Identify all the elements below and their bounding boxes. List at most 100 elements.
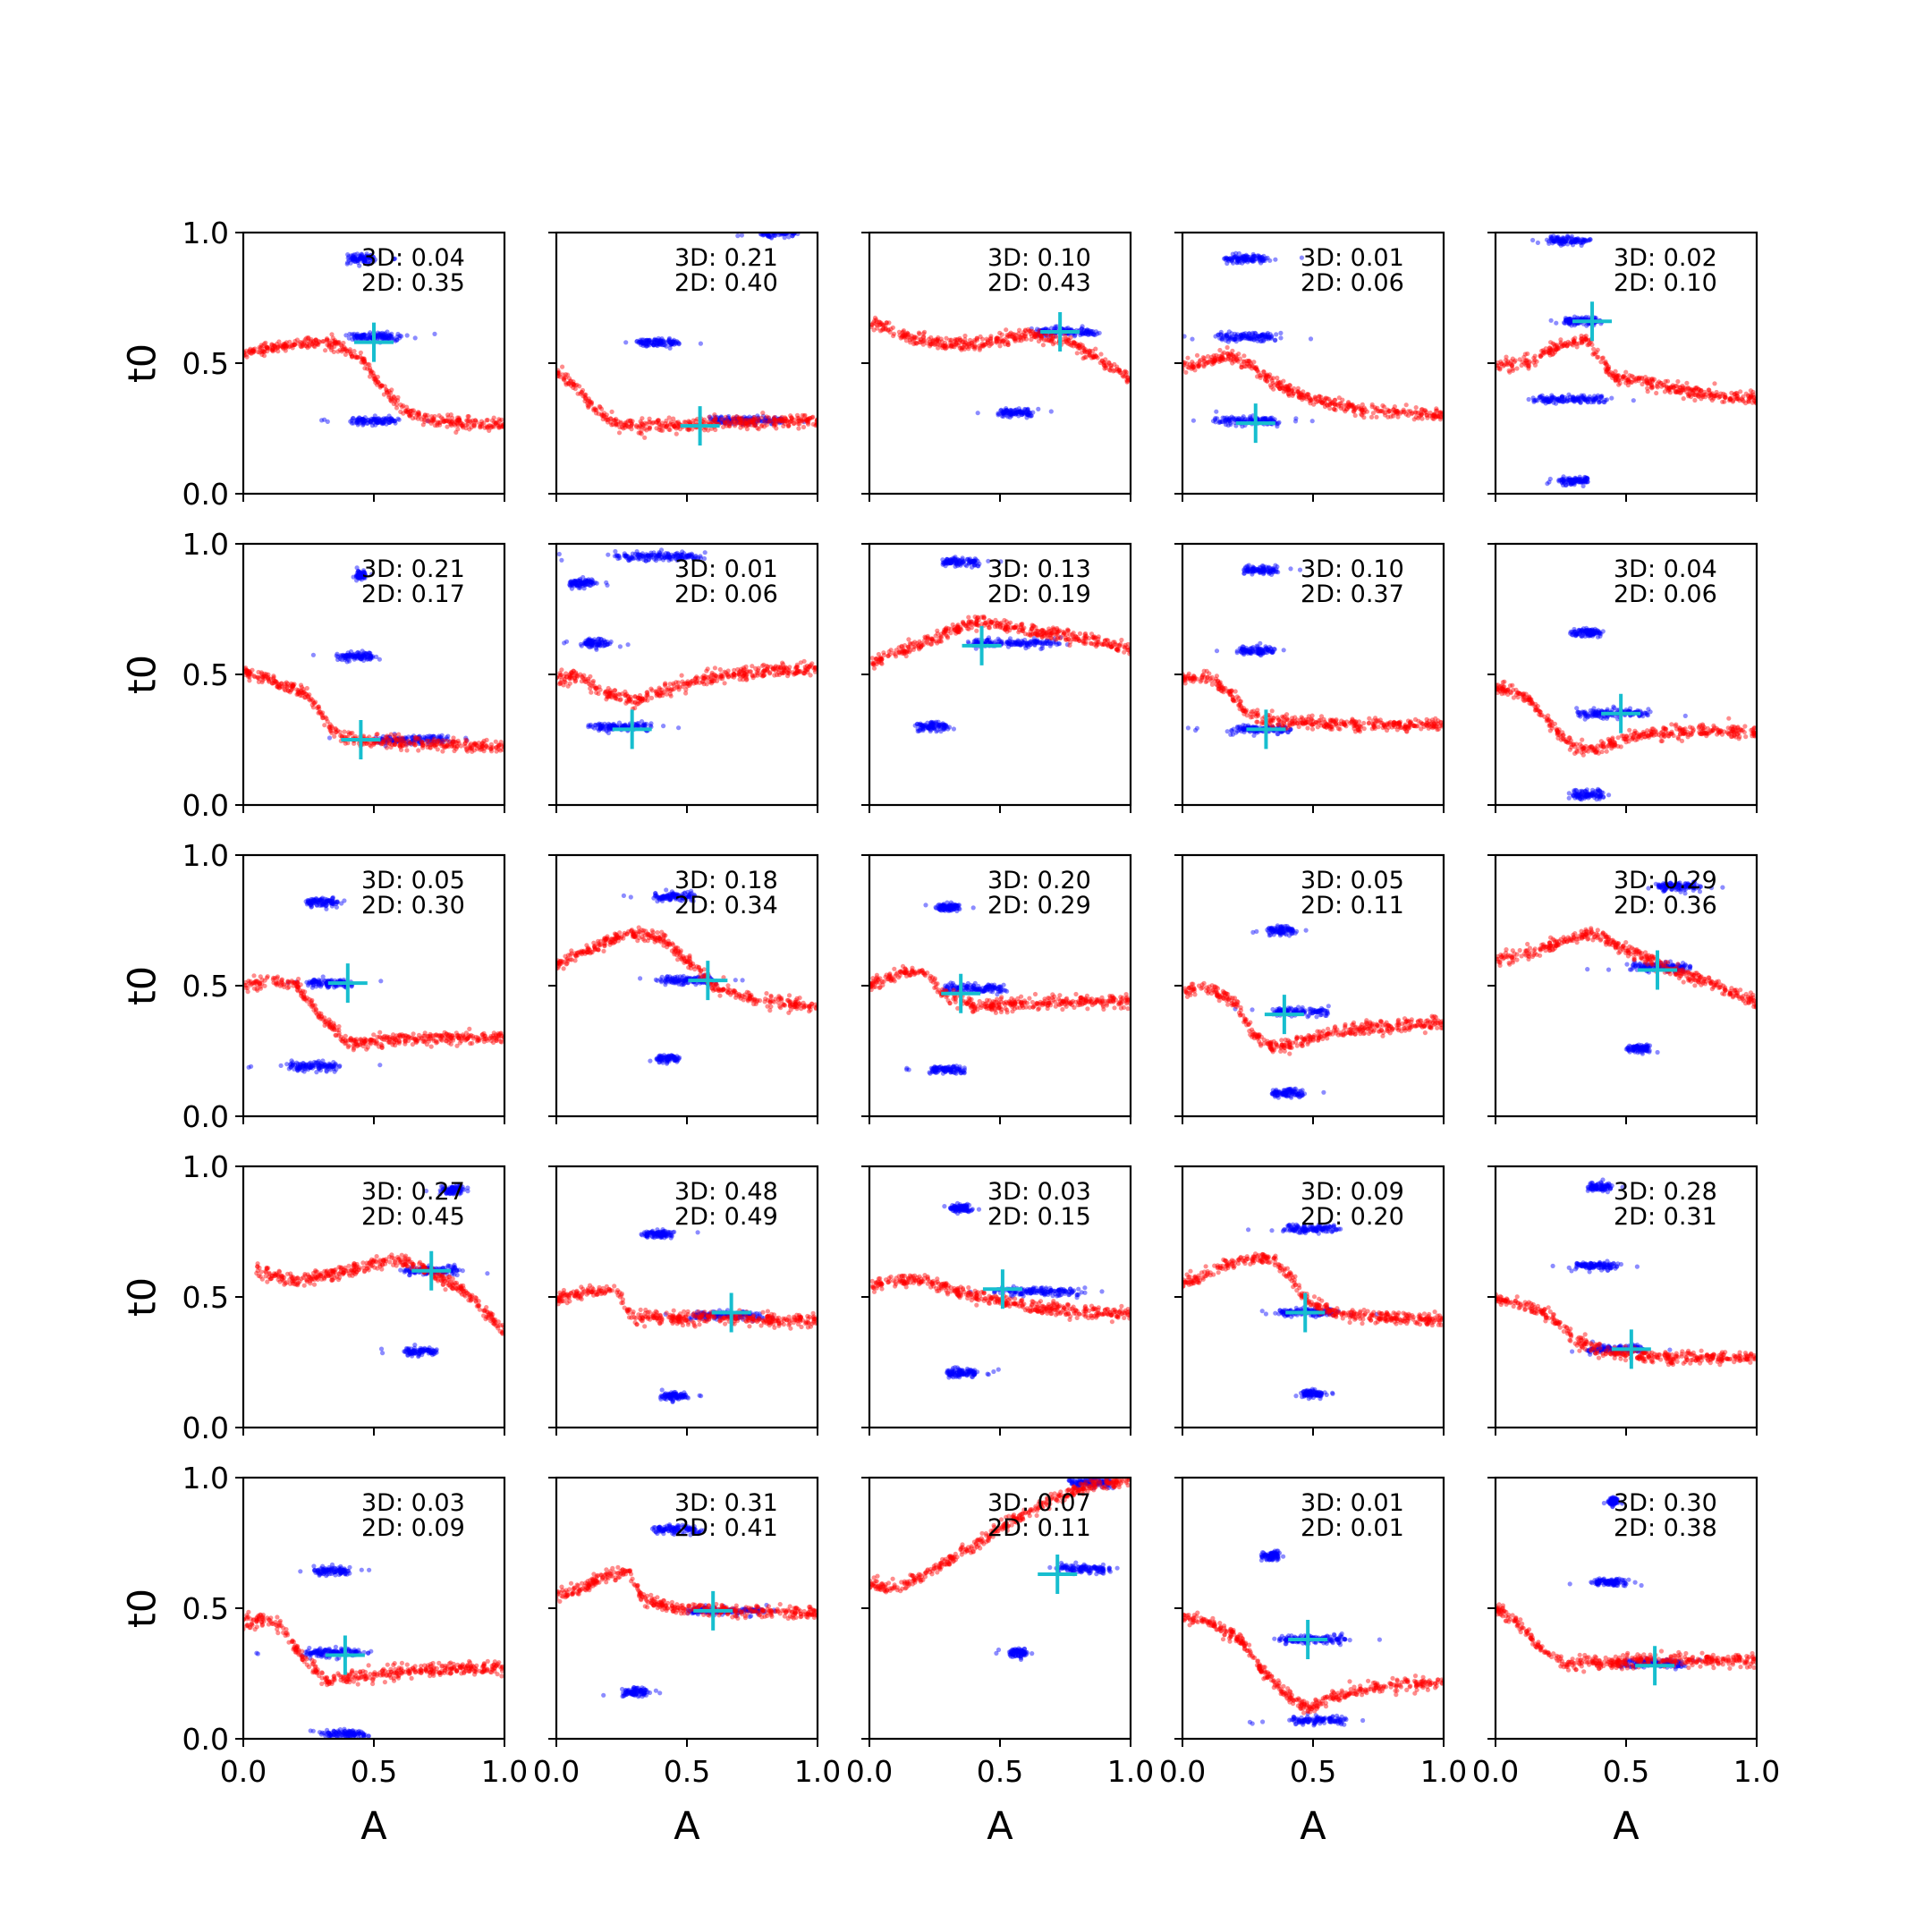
blue-point <box>646 557 651 563</box>
red-point <box>488 749 495 754</box>
red-point <box>257 344 262 351</box>
blue-point <box>576 585 581 590</box>
red-point <box>617 425 623 430</box>
red-point <box>488 425 494 430</box>
blue-point <box>1005 414 1011 419</box>
red-point <box>383 734 388 740</box>
blue-point <box>668 341 674 346</box>
red-point <box>392 741 397 747</box>
red-point <box>668 687 674 692</box>
red-point <box>1022 327 1028 333</box>
red-point <box>906 637 911 642</box>
blue-point <box>597 641 602 647</box>
blue-point <box>1055 324 1060 329</box>
blue-point <box>355 572 360 578</box>
blue-point <box>357 415 362 421</box>
red-point <box>607 690 613 695</box>
blue-point <box>1086 332 1091 337</box>
red-point <box>310 340 316 345</box>
red-point <box>743 664 749 669</box>
blue-point <box>734 417 741 422</box>
red-point <box>614 697 620 702</box>
blue-point <box>680 555 685 561</box>
red-point <box>1048 631 1055 636</box>
red-point <box>994 340 999 345</box>
red-point <box>809 661 815 666</box>
blue-point <box>309 899 314 904</box>
red-point <box>483 744 489 750</box>
red-point <box>1018 622 1023 628</box>
red-point <box>873 321 878 326</box>
red-point <box>496 417 502 422</box>
blue-point <box>695 556 701 563</box>
annotation-2d: 2D: 0.19 <box>987 580 1091 608</box>
blue-point <box>1097 330 1102 335</box>
red-point <box>440 749 445 754</box>
red-point <box>306 694 311 699</box>
blue-point <box>623 553 629 558</box>
blue-point <box>1038 640 1043 645</box>
blue-point <box>588 582 594 589</box>
blue-point <box>303 1062 309 1067</box>
blue-point <box>568 582 573 588</box>
red-point <box>310 339 316 344</box>
red-point <box>986 624 992 631</box>
red-point <box>608 416 614 421</box>
blue-point <box>354 417 360 422</box>
red-point <box>983 621 988 626</box>
red-point <box>605 694 610 699</box>
red-point <box>1098 352 1104 357</box>
blue-point <box>682 555 688 560</box>
blue-point <box>641 337 647 343</box>
blue-point <box>611 722 616 727</box>
blue-point <box>710 418 716 423</box>
blue-point <box>305 1067 311 1072</box>
blue-point <box>766 419 771 424</box>
red-point <box>625 694 631 699</box>
blue-point <box>1004 406 1009 411</box>
blue-point <box>339 657 344 663</box>
blue-point <box>725 415 731 420</box>
blue-point <box>411 738 416 743</box>
red-point <box>962 337 968 343</box>
red-point <box>629 421 634 428</box>
red-point <box>459 420 464 426</box>
blue-point <box>570 580 575 586</box>
blue-point <box>355 416 360 421</box>
blue-point <box>956 559 962 564</box>
red-point <box>874 322 880 328</box>
blue-point <box>623 722 628 727</box>
red-point <box>470 749 475 754</box>
blue-point <box>1045 638 1050 643</box>
red-point <box>416 411 421 417</box>
blue-point <box>329 1063 335 1069</box>
red-point <box>476 741 481 746</box>
blue-point <box>783 227 787 232</box>
blue-point <box>624 555 630 561</box>
blue-point <box>580 580 585 586</box>
blue-point <box>595 722 601 727</box>
red-point <box>1054 631 1059 637</box>
blue-point <box>360 332 367 337</box>
red-point <box>379 383 385 388</box>
red-point <box>1049 631 1055 636</box>
red-point <box>1027 632 1033 638</box>
blue-point <box>581 640 587 646</box>
red-point <box>300 691 305 696</box>
blue-point <box>996 639 1002 644</box>
blue-point <box>416 738 421 743</box>
blue-point <box>570 582 575 588</box>
red-point <box>388 398 394 404</box>
blue-point <box>598 722 605 727</box>
blue-point <box>1017 640 1022 647</box>
blue-point <box>643 558 648 564</box>
blue-point <box>567 583 573 589</box>
red-point <box>582 679 588 684</box>
red-point <box>941 343 946 349</box>
blue-point <box>683 554 690 559</box>
blue-point <box>1079 326 1084 332</box>
red-point <box>557 674 563 680</box>
red-point <box>947 337 953 343</box>
blue-point <box>640 339 647 344</box>
